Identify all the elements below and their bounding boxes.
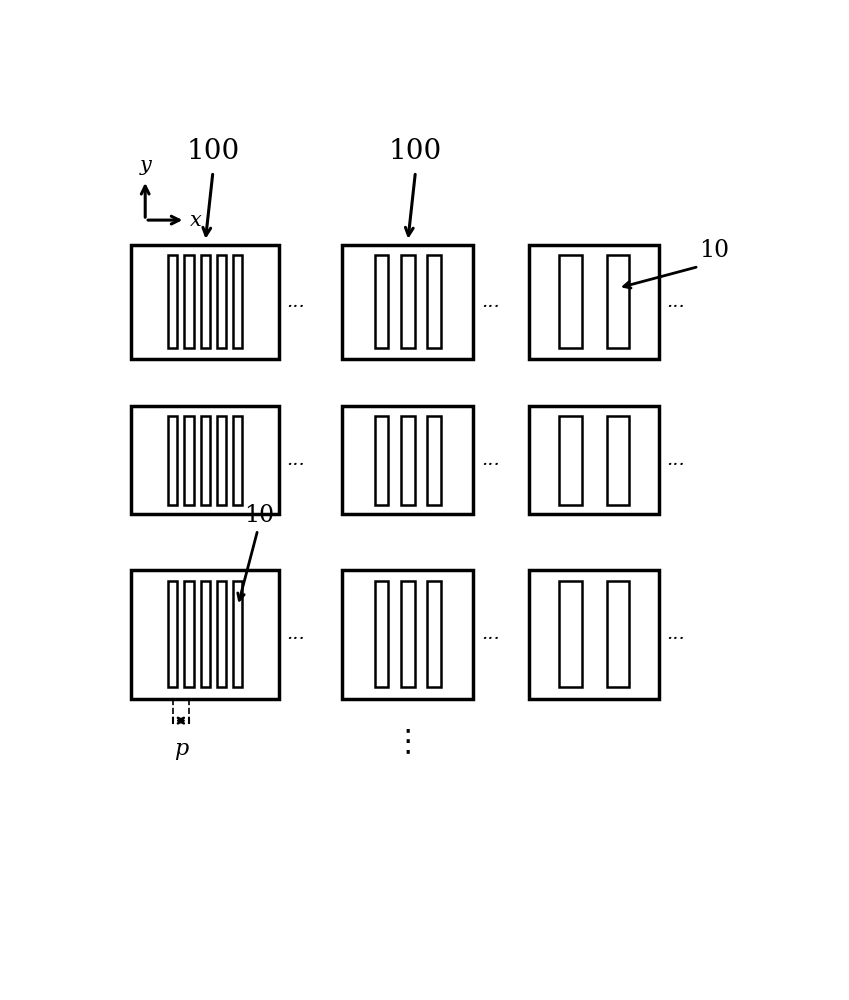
- Bar: [530, 570, 659, 699]
- Text: y: y: [139, 156, 151, 175]
- Bar: [184, 581, 194, 687]
- Bar: [530, 406, 659, 514]
- Text: ...: ...: [666, 625, 685, 643]
- Bar: [233, 255, 242, 348]
- Bar: [233, 416, 242, 505]
- Bar: [168, 581, 177, 687]
- Text: x: x: [190, 211, 201, 230]
- Text: ...: ...: [287, 451, 306, 469]
- Text: 10: 10: [699, 239, 729, 262]
- Bar: [132, 245, 279, 359]
- Bar: [342, 406, 473, 514]
- Text: 10: 10: [245, 504, 274, 527]
- Bar: [607, 255, 629, 348]
- Bar: [200, 255, 210, 348]
- Bar: [200, 416, 210, 505]
- Bar: [217, 255, 226, 348]
- Bar: [427, 581, 441, 687]
- Bar: [427, 255, 441, 348]
- Bar: [132, 570, 279, 699]
- Bar: [559, 581, 582, 687]
- Bar: [217, 416, 226, 505]
- Bar: [607, 416, 629, 505]
- Bar: [401, 416, 414, 505]
- Text: ...: ...: [481, 451, 499, 469]
- Text: ...: ...: [666, 451, 685, 469]
- Bar: [184, 416, 194, 505]
- Bar: [607, 581, 629, 687]
- Bar: [427, 416, 441, 505]
- Text: ...: ...: [666, 293, 685, 311]
- Bar: [217, 581, 226, 687]
- Bar: [559, 255, 582, 348]
- Text: ...: ...: [481, 625, 499, 643]
- Bar: [184, 255, 194, 348]
- Bar: [401, 255, 414, 348]
- Bar: [342, 245, 473, 359]
- Bar: [374, 255, 389, 348]
- Bar: [233, 581, 242, 687]
- Bar: [374, 416, 389, 505]
- Bar: [342, 570, 473, 699]
- Bar: [132, 406, 279, 514]
- Bar: [200, 581, 210, 687]
- Bar: [559, 416, 582, 505]
- Bar: [168, 416, 177, 505]
- Bar: [168, 255, 177, 348]
- Text: ...: ...: [287, 293, 306, 311]
- Text: 100: 100: [186, 138, 239, 165]
- Text: ...: ...: [481, 293, 499, 311]
- Text: ⋮: ⋮: [392, 727, 423, 756]
- Bar: [530, 245, 659, 359]
- Bar: [401, 581, 414, 687]
- Text: ...: ...: [287, 625, 306, 643]
- Text: p: p: [174, 738, 188, 760]
- Bar: [374, 581, 389, 687]
- Text: 100: 100: [389, 138, 442, 165]
